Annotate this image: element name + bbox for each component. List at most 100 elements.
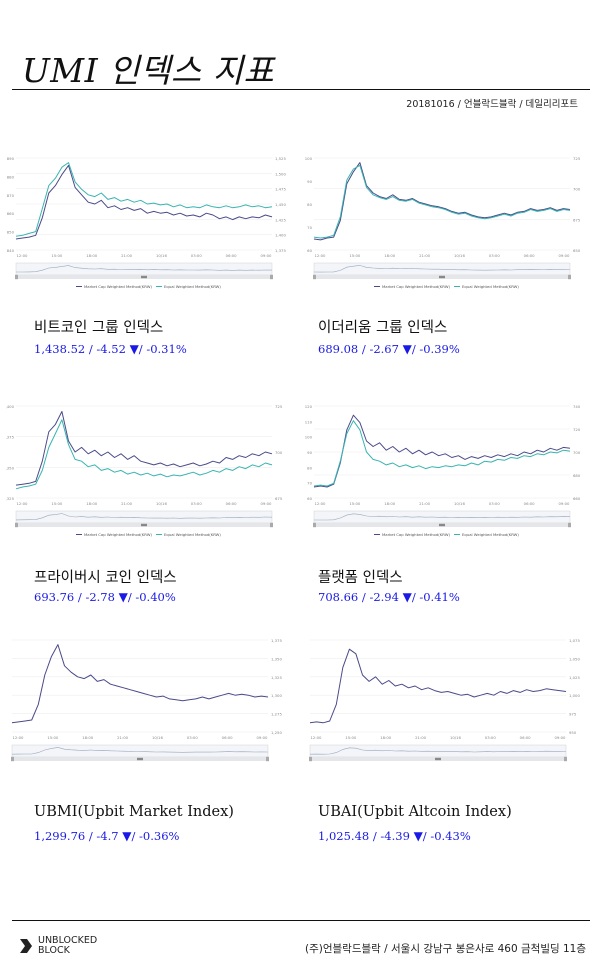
y-left-tick: 90 — [307, 450, 312, 455]
x-tick: 21:00 — [117, 735, 129, 740]
y-right-tick: 1,050 — [569, 656, 580, 661]
y-left-tick: 70 — [307, 225, 312, 230]
y-right-tick: 675 — [275, 496, 283, 501]
bottom-divider — [12, 920, 590, 921]
y-left-tick: 100 — [305, 156, 313, 161]
x-tick: 15:00 — [345, 735, 357, 740]
x-tick: 21:00 — [419, 253, 431, 258]
y-right-tick: 675 — [573, 217, 581, 222]
y-left-tick: 870 — [7, 193, 15, 198]
y-right-tick: 950 — [569, 730, 577, 735]
navigator-track — [15, 510, 273, 524]
index-value: 1,438.52 / -4.52 ▼/ -0.31% — [34, 342, 187, 356]
scrollbar-grip-icon — [141, 523, 147, 527]
x-tick: 03:00 — [489, 501, 501, 506]
x-tick: 15:00 — [47, 735, 59, 740]
top-divider — [12, 89, 590, 90]
x-tick: 10/16 — [152, 735, 164, 740]
x-tick: 21:00 — [121, 501, 133, 506]
y-right-tick: 1,525 — [275, 156, 286, 161]
x-tick: 06:00 — [226, 253, 238, 258]
chart-bitcoin-group: 840 850 860 870 880 890 1,375 1,400 1,425 1,450 1,… — [6, 150, 290, 300]
x-tick: 18:00 — [384, 501, 396, 506]
index-name: 프라이버시 코인 인덱스 — [34, 570, 177, 586]
x-tick: 06:00 — [222, 735, 234, 740]
scroll-left-icon — [313, 522, 316, 528]
legend-label: Equal Weighted Method(KRW) — [164, 532, 221, 537]
index-value: 708.66 / -2.94 ▼/ -0.41% — [318, 590, 460, 604]
chart-ubai: 950 975 1,000 1,025 1,050 1,075 12:00 15:00 18:0… — [300, 632, 584, 782]
x-tick: 18:00 — [380, 735, 392, 740]
index-name: 이더리움 그룹 인덱스 — [318, 320, 448, 336]
x-tick: 09:00 — [257, 735, 269, 740]
x-tick: 12:00 — [13, 735, 25, 740]
y-right-tick: 1,300 — [271, 693, 282, 698]
legend-label: Market Cap Weighted Method(KRW) — [382, 284, 450, 289]
y-left-tick: 100 — [305, 435, 313, 440]
y-right-tick: 1,475 — [275, 187, 286, 192]
navigator-line — [314, 513, 571, 521]
y-right-tick: 700 — [275, 450, 283, 455]
y-right-tick: 1,000 — [569, 693, 580, 698]
y-left-tick: 110 — [305, 419, 313, 424]
y-right-tick: 1,325 — [271, 675, 282, 680]
logo-line1: UNBLOCKED — [38, 935, 98, 946]
y-right-tick: 700 — [573, 187, 581, 192]
navigator-line — [11, 747, 269, 755]
unblocked-logo-icon — [20, 939, 32, 953]
x-tick: 10/16 — [454, 253, 466, 258]
scroll-left-icon — [11, 756, 14, 762]
legend-label: Market Cap Weighted Method(KRW) — [84, 284, 152, 289]
scroll-left-icon — [313, 274, 316, 280]
series-line — [15, 411, 273, 486]
x-tick: 12:00 — [315, 253, 327, 258]
y-right-tick: 975 — [569, 712, 577, 717]
x-tick: 15:00 — [51, 501, 63, 506]
y-right-tick: 725 — [573, 156, 581, 161]
down-arrow-icon: ▼ — [129, 342, 139, 356]
x-tick: 03:00 — [489, 253, 501, 258]
y-left-tick: 80 — [307, 202, 312, 207]
plot-area — [12, 640, 268, 732]
scroll-left-icon — [15, 522, 18, 528]
x-tick: 18:00 — [384, 253, 396, 258]
y-left-tick: 90 — [307, 179, 312, 184]
y-right-tick: 720 — [573, 427, 581, 432]
scrollbar-grip-icon — [439, 275, 445, 279]
logo-line2: BLOCK — [38, 945, 70, 956]
scrollbar-grip-icon — [439, 523, 445, 527]
series-line — [313, 414, 571, 488]
y-right-tick: 1,425 — [275, 217, 286, 222]
index-name: UBAI(Upbit Altcoin Index) — [318, 804, 512, 820]
y-left-tick: 840 — [7, 248, 15, 253]
y-right-tick: 1,375 — [271, 638, 282, 643]
x-tick: 03:00 — [191, 253, 203, 258]
y-right-tick: 1,400 — [275, 233, 286, 238]
x-tick: 21:00 — [419, 501, 431, 506]
x-tick: 10/16 — [156, 253, 168, 258]
x-tick: 12:00 — [315, 501, 327, 506]
x-tick: 09:00 — [559, 501, 571, 506]
navigator-track — [309, 744, 567, 758]
y-right-tick: 740 — [573, 404, 581, 409]
y-right-tick: 1,350 — [271, 656, 282, 661]
navigator-track — [15, 262, 273, 276]
series-line — [313, 164, 571, 239]
index-name: 비트코인 그룹 인덱스 — [34, 320, 164, 336]
x-tick: 21:00 — [415, 735, 427, 740]
scroll-right-icon — [568, 522, 571, 528]
footer-address: (주)언블락드블락 / 서울시 강남구 봉은사로 460 금척빌딩 11층 — [304, 943, 586, 955]
y-right-tick: 700 — [573, 450, 581, 455]
down-arrow-icon: ▼ — [402, 590, 412, 604]
x-tick: 06:00 — [226, 501, 238, 506]
legend-label: Equal Weighted Method(KRW) — [462, 284, 519, 289]
legend-label: Equal Weighted Method(KRW) — [164, 284, 221, 289]
y-left-tick: 1,325 — [6, 496, 15, 501]
scroll-left-icon — [309, 756, 312, 762]
x-tick: 09:00 — [559, 253, 571, 258]
y-right-tick: 1,275 — [271, 712, 282, 717]
navigator-line — [15, 513, 273, 521]
x-tick: 15:00 — [51, 253, 63, 258]
navigator-line — [313, 265, 571, 273]
legend-label: Market Cap Weighted Method(KRW) — [382, 532, 450, 537]
